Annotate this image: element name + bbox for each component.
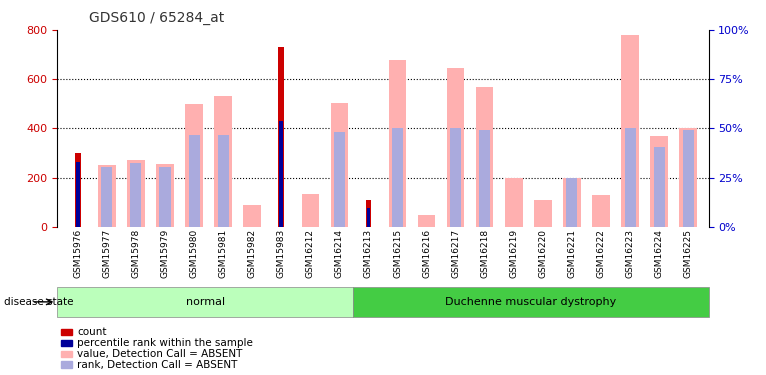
Bar xyxy=(280,121,283,227)
Text: GSM15977: GSM15977 xyxy=(103,229,111,278)
Bar xyxy=(683,130,694,227)
Bar xyxy=(127,160,145,227)
Bar xyxy=(61,329,72,335)
Bar xyxy=(218,135,229,227)
Bar xyxy=(392,128,403,227)
Text: GSM16221: GSM16221 xyxy=(568,229,577,278)
Bar xyxy=(61,351,72,357)
Text: GDS610 / 65284_at: GDS610 / 65284_at xyxy=(90,11,224,25)
Bar xyxy=(98,165,116,227)
Bar xyxy=(57,287,353,317)
Text: value, Detection Call = ABSENT: value, Detection Call = ABSENT xyxy=(77,349,242,359)
Bar xyxy=(334,132,345,227)
Bar xyxy=(302,194,319,227)
Bar xyxy=(534,200,552,227)
Text: GSM16213: GSM16213 xyxy=(364,229,373,278)
Text: GSM16218: GSM16218 xyxy=(480,229,489,278)
Bar xyxy=(278,47,284,227)
Text: GSM16220: GSM16220 xyxy=(538,229,548,278)
Text: GSM16215: GSM16215 xyxy=(393,229,402,278)
Bar xyxy=(592,195,610,227)
Bar xyxy=(159,166,171,227)
Bar xyxy=(679,128,697,227)
Bar xyxy=(76,162,80,227)
Bar xyxy=(566,178,578,227)
Bar xyxy=(624,128,636,227)
Bar xyxy=(389,60,406,227)
Text: GSM15981: GSM15981 xyxy=(218,229,228,278)
Bar xyxy=(156,164,174,227)
Bar xyxy=(450,128,461,227)
Text: GSM15982: GSM15982 xyxy=(247,229,257,278)
Bar xyxy=(185,104,203,227)
Text: GSM16223: GSM16223 xyxy=(626,229,634,278)
Text: GSM16212: GSM16212 xyxy=(306,229,315,278)
Bar xyxy=(447,68,464,227)
Bar xyxy=(61,362,72,368)
Bar xyxy=(650,136,668,227)
Bar xyxy=(214,96,232,227)
Text: GSM16225: GSM16225 xyxy=(684,229,692,278)
Bar xyxy=(101,166,113,227)
Text: GSM15976: GSM15976 xyxy=(74,229,82,278)
Text: rank, Detection Call = ABSENT: rank, Detection Call = ABSENT xyxy=(77,360,237,370)
Text: GSM16214: GSM16214 xyxy=(335,229,344,278)
Text: count: count xyxy=(77,327,106,337)
Bar xyxy=(563,178,581,227)
Text: GSM15980: GSM15980 xyxy=(189,229,198,278)
Text: GSM16216: GSM16216 xyxy=(422,229,431,278)
Text: GSM15978: GSM15978 xyxy=(132,229,140,278)
Bar xyxy=(188,135,200,227)
Text: Duchenne muscular dystrophy: Duchenne muscular dystrophy xyxy=(445,297,617,307)
Bar xyxy=(130,163,142,227)
Text: disease state: disease state xyxy=(4,297,74,307)
Bar xyxy=(653,147,665,227)
Text: GSM16224: GSM16224 xyxy=(655,229,663,278)
Text: GSM16217: GSM16217 xyxy=(451,229,460,278)
Text: GSM15983: GSM15983 xyxy=(277,229,286,278)
Bar xyxy=(367,209,370,227)
Bar xyxy=(418,214,435,227)
Text: percentile rank within the sample: percentile rank within the sample xyxy=(77,338,253,348)
Bar xyxy=(61,340,72,346)
Bar xyxy=(244,205,261,227)
Text: GSM16222: GSM16222 xyxy=(597,229,605,278)
Bar xyxy=(480,130,490,227)
Bar xyxy=(365,200,372,227)
Text: GSM16219: GSM16219 xyxy=(509,229,519,278)
Text: GSM15979: GSM15979 xyxy=(161,229,169,278)
Bar xyxy=(353,287,709,317)
Bar xyxy=(331,103,348,227)
Text: normal: normal xyxy=(186,297,225,307)
Bar xyxy=(621,35,639,227)
Bar xyxy=(505,178,522,227)
Bar xyxy=(75,153,80,227)
Bar xyxy=(476,87,493,227)
